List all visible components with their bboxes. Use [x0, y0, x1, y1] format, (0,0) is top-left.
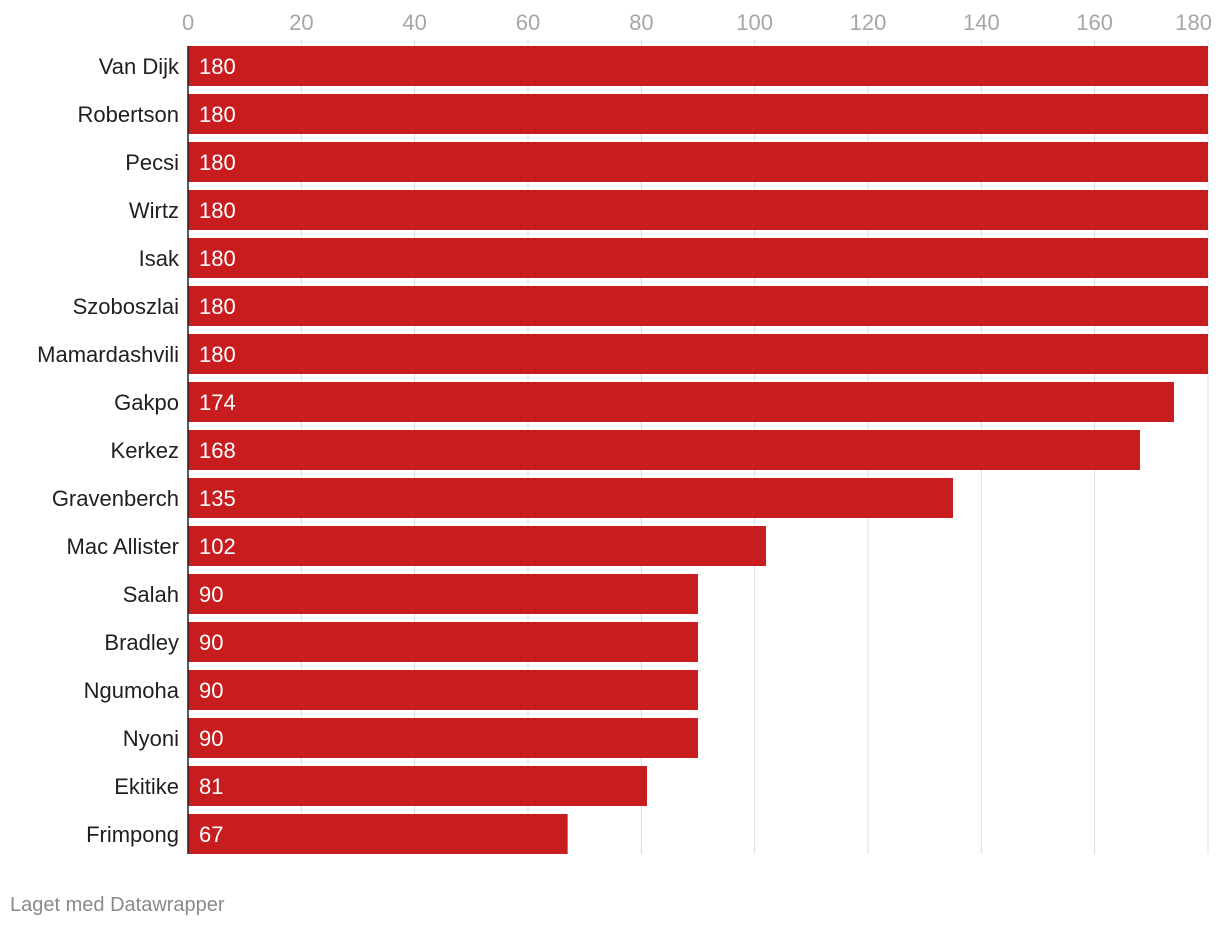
bar: [188, 334, 1208, 374]
x-tick-label: 100: [736, 10, 773, 35]
value-label: 180: [199, 246, 236, 271]
bar: [188, 94, 1208, 134]
x-tick-label: 0: [182, 10, 194, 35]
value-label: 180: [199, 342, 236, 367]
bar: [188, 142, 1208, 182]
value-label: 90: [199, 630, 223, 655]
category-label: Nyoni: [123, 726, 179, 751]
x-tick-label: 20: [289, 10, 313, 35]
bar: [188, 430, 1140, 470]
x-tick-label: 180: [1175, 10, 1212, 35]
bar: [188, 382, 1174, 422]
bar: [188, 574, 698, 614]
category-label: Szoboszlai: [73, 294, 179, 319]
value-label: 90: [199, 582, 223, 607]
value-label: 90: [199, 678, 223, 703]
bar: [188, 766, 647, 806]
bar: [188, 814, 568, 854]
bar: [188, 526, 766, 566]
category-labels: Van Dijk Robertson Pecsi Wirtz Isak Szoboszla…: [37, 54, 180, 847]
category-label: Mac Allister: [67, 534, 179, 559]
value-label: 81: [199, 774, 223, 799]
value-label: 135: [199, 486, 236, 511]
bar: [188, 286, 1208, 326]
value-label: 174: [199, 390, 236, 415]
value-label: 180: [199, 54, 236, 79]
category-label: Wirtz: [129, 198, 179, 223]
value-labels: 180 180 180 180 180 180 180 174 168 135 102 90 90 90 9…: [199, 54, 236, 847]
value-label: 180: [199, 294, 236, 319]
category-label: Ngumoha: [84, 678, 180, 703]
category-label: Gravenberch: [52, 486, 179, 511]
value-label: 102: [199, 534, 236, 559]
category-label: Robertson: [77, 102, 179, 127]
x-tick-label: 160: [1076, 10, 1113, 35]
value-label: 180: [199, 198, 236, 223]
x-tick-label: 140: [963, 10, 1000, 35]
bar-chart: 0 20 40 60 80 100 120 140 160 180 Van Dijk Roberts…: [37, 10, 1212, 854]
footer-credit: Laget med Datawrapper: [10, 894, 225, 916]
bar: [188, 190, 1208, 230]
category-label: Ekitike: [114, 774, 179, 799]
x-tick-label: 40: [402, 10, 426, 35]
category-label: Mamardashvili: [37, 342, 179, 367]
bar: [188, 670, 698, 710]
category-label: Pecsi: [125, 150, 179, 175]
category-label: Van Dijk: [99, 54, 180, 79]
value-label: 180: [199, 150, 236, 175]
category-label: Gakpo: [114, 390, 179, 415]
value-label: 180: [199, 102, 236, 127]
bar: [188, 238, 1208, 278]
x-axis-ticks: 0 20 40 60 80 100 120 140 160 180: [182, 10, 1212, 35]
category-label: Frimpong: [86, 822, 179, 847]
bar: [188, 46, 1208, 86]
x-tick-label: 80: [629, 10, 653, 35]
value-label: 90: [199, 726, 223, 751]
bar: [188, 622, 698, 662]
x-tick-label: 120: [850, 10, 887, 35]
category-label: Isak: [139, 246, 180, 271]
bars: [188, 46, 1208, 854]
value-label: 168: [199, 438, 236, 463]
category-label: Bradley: [104, 630, 179, 655]
x-tick-label: 60: [516, 10, 540, 35]
category-label: Salah: [123, 582, 179, 607]
bar: [188, 718, 698, 758]
bar: [188, 478, 953, 518]
value-label: 67: [199, 822, 223, 847]
category-label: Kerkez: [111, 438, 179, 463]
